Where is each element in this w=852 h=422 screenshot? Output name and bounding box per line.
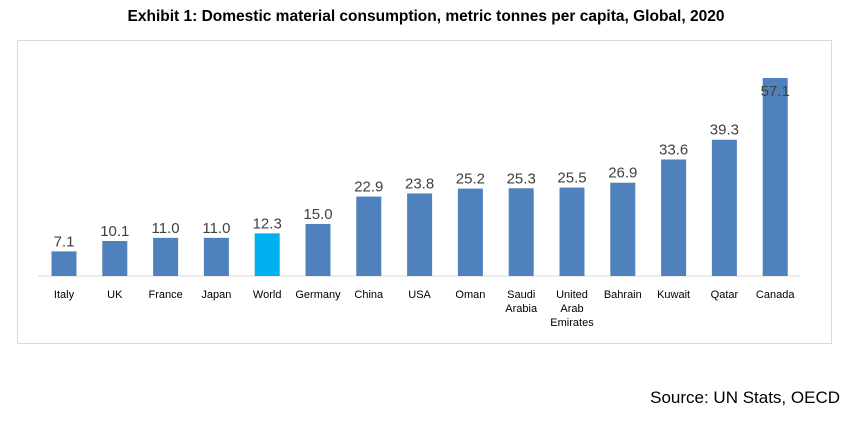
data-label: 33.6 (659, 141, 688, 158)
x-tick-label: Bahrain (604, 289, 642, 301)
x-tick-label: USA (408, 289, 431, 301)
bar-usa (407, 193, 433, 276)
data-label: 26.9 (608, 165, 637, 182)
bar-china (356, 196, 382, 276)
x-tick-label: Saudi Arabia (505, 289, 538, 315)
data-label: 22.9 (354, 179, 383, 196)
x-tick-label: Germany (295, 289, 341, 301)
bar-france (153, 237, 179, 276)
data-label: 39.3 (710, 122, 739, 139)
x-tick-label: World (253, 289, 282, 301)
x-tick-label: Oman (455, 289, 485, 301)
data-label: 11.0 (202, 220, 230, 237)
x-tick-label: Kuwait (657, 289, 690, 301)
data-label: 7.1 (54, 233, 75, 250)
data-label: 23.8 (405, 175, 434, 192)
chart-title: Exhibit 1: Domestic material consumption… (127, 8, 725, 25)
bar-canada (762, 78, 788, 276)
data-label: 10.1 (100, 223, 129, 240)
x-tick-label: China (354, 289, 384, 301)
bar-oman (457, 188, 483, 276)
bar-united-arab-emirates (559, 187, 585, 276)
data-label: 25.5 (557, 170, 586, 187)
x-tick-label: Italy (54, 289, 75, 301)
bar-italy (51, 251, 77, 276)
data-label: 25.3 (507, 170, 536, 187)
bar-germany (305, 223, 331, 276)
x-tick-label: UK (107, 289, 123, 301)
data-label: 25.2 (456, 171, 485, 188)
data-label: 12.3 (253, 215, 282, 232)
x-tick-label: United Arab Emirates (550, 289, 594, 329)
data-label: 11.0 (152, 220, 180, 237)
bar-bahrain (610, 182, 636, 276)
source-note: Source: UN Stats, OECD (650, 388, 840, 407)
x-tick-label: France (148, 289, 182, 301)
data-label: 57.1 (761, 83, 790, 100)
bar-saudi-arabia (508, 188, 534, 276)
bar-qatar (711, 139, 737, 276)
x-tick-label: Qatar (711, 289, 739, 301)
chart-frame (17, 40, 832, 344)
data-label: 15.0 (303, 206, 332, 223)
x-tick-label: Canada (756, 289, 795, 301)
bar-japan (203, 237, 229, 276)
bar-kuwait (661, 159, 687, 276)
bar-uk (102, 240, 128, 276)
bar-world (254, 233, 280, 276)
x-tick-label: Japan (201, 289, 231, 301)
